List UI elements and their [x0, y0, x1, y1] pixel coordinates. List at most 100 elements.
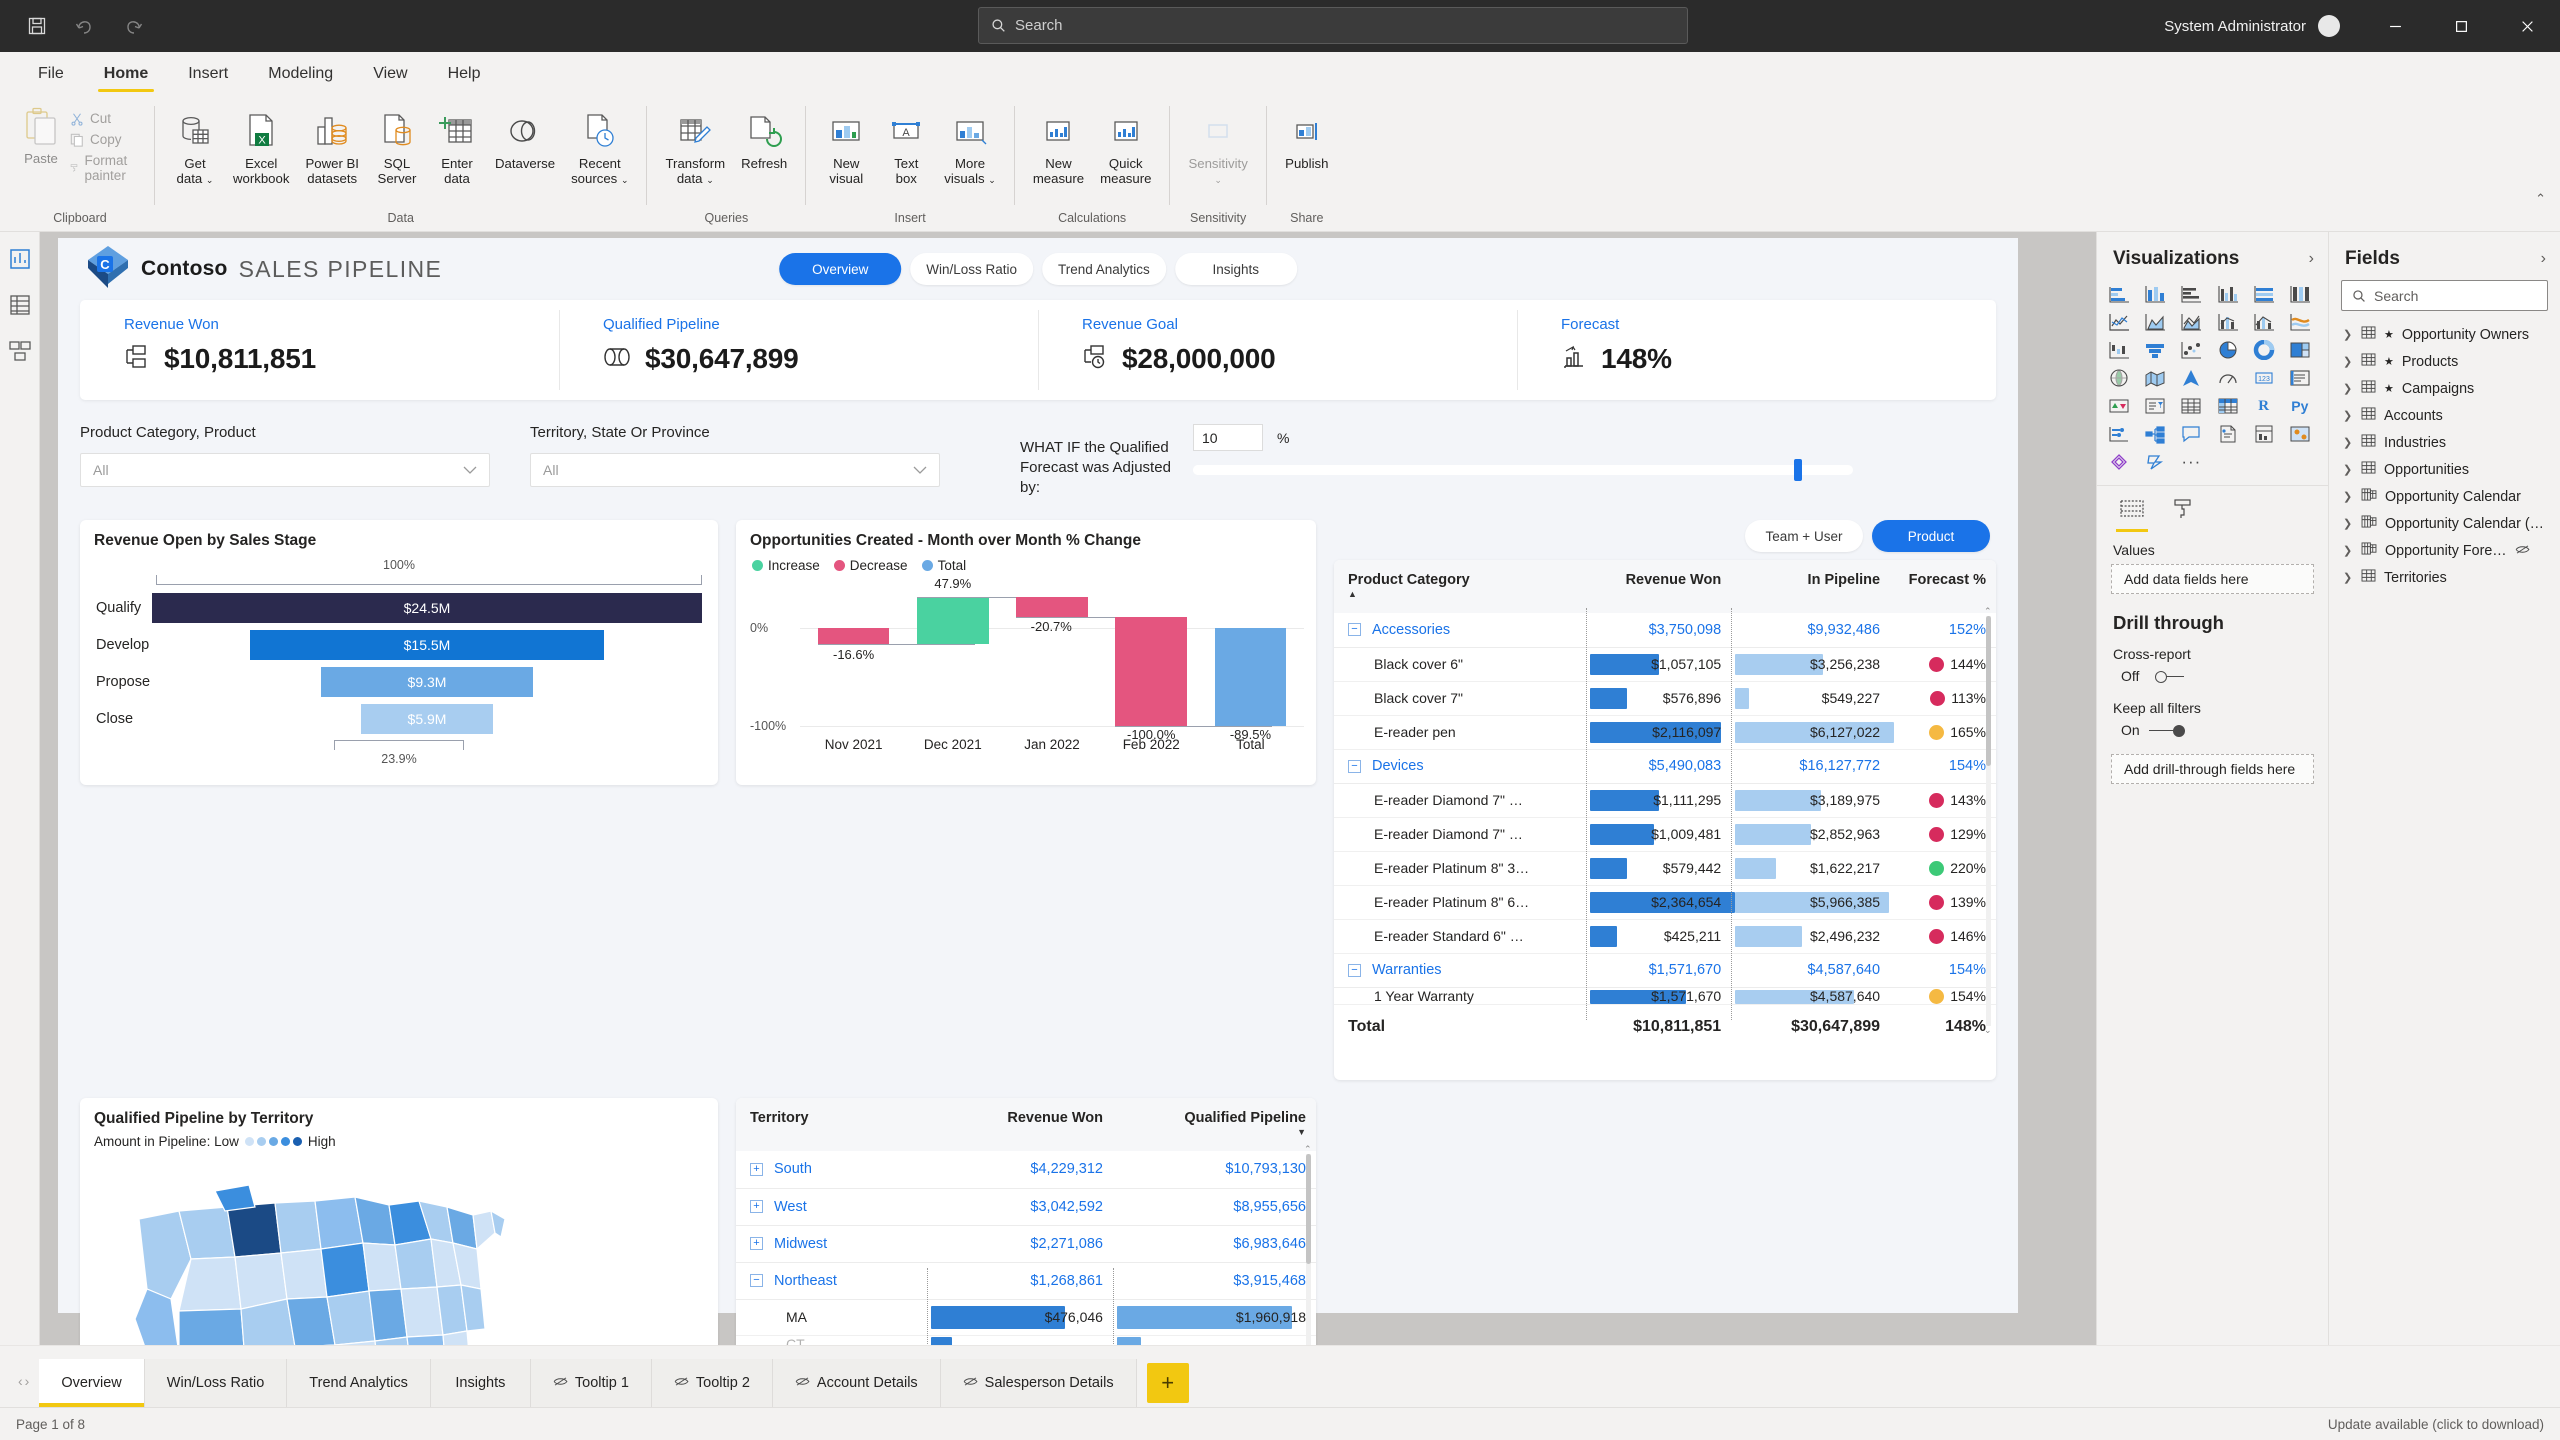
table-row[interactable]: 1 Year Warranty $1,571,670 $4,587,640 15…	[1334, 987, 1996, 1006]
field-table-territories[interactable]: ❯ Territories	[2329, 564, 2560, 591]
table-row[interactable]: + Midwest $2,271,086 $6,983,646	[736, 1225, 1316, 1263]
dataverse-button[interactable]: Dataverse	[487, 104, 563, 176]
100-stacked-bar-chart-icon[interactable]	[2251, 282, 2277, 306]
nav-pill-insights[interactable]: Insights	[1174, 253, 1297, 285]
table-row[interactable]: CT	[736, 1335, 1316, 1345]
field-table-opportunities[interactable]: ❯ Opportunities	[2329, 456, 2560, 483]
ribbon-tab-help[interactable]: Help	[447, 65, 481, 82]
stacked-bar-chart-icon[interactable]	[2106, 282, 2132, 306]
kpi-revenue-won[interactable]: Revenue Won $10,811,851	[80, 300, 559, 400]
model-view-icon[interactable]	[7, 338, 33, 364]
slider-thumb[interactable]	[1793, 459, 1802, 481]
field-table-campaigns[interactable]: ❯ ★ Campaigns	[2329, 375, 2560, 402]
collapse-ribbon-button[interactable]: ⌃	[2535, 191, 2546, 206]
search-box[interactable]: Search	[978, 7, 1688, 44]
line-clustered-column-chart-icon[interactable]	[2251, 310, 2277, 334]
refresh-button[interactable]: Refresh	[733, 104, 795, 176]
donut-chart-icon[interactable]	[2251, 338, 2277, 362]
excel-workbook-button[interactable]: X Excel workbook	[225, 104, 297, 190]
data-view-icon[interactable]	[7, 292, 33, 318]
scroll-up-icon[interactable]: ⌃	[1984, 606, 1992, 616]
table-icon[interactable]	[2178, 394, 2204, 418]
page-tab-trend-analytics[interactable]: Trend Analytics	[287, 1359, 431, 1407]
decomposition-tree-icon[interactable]	[2142, 422, 2168, 446]
matrix-scrollbar[interactable]: ⌃ ⌄	[1983, 606, 1994, 1036]
kpi-revenue-goal[interactable]: Revenue Goal $28,000,000	[1038, 300, 1517, 400]
table-row[interactable]: E-reader Diamond 7" … $1,111,295 $3,189,…	[1334, 783, 1996, 818]
ribbon-tab-file[interactable]: File	[38, 65, 64, 82]
stacked-area-chart-icon[interactable]	[2178, 310, 2204, 334]
slicer-dropdown[interactable]: All	[530, 453, 940, 487]
table-row[interactable]: + West $3,042,592 $8,955,656	[736, 1188, 1316, 1226]
field-table-products[interactable]: ❯ ★ Products	[2329, 348, 2560, 375]
col-header-revenue-won[interactable]: Revenue Won	[927, 1098, 1113, 1151]
chevron-right-icon[interactable]: ❯	[2343, 545, 2353, 557]
page-tab-winloss-ratio[interactable]: Win/Loss Ratio	[144, 1359, 288, 1407]
expand-pane-icon[interactable]: ›	[2308, 250, 2314, 267]
usa-choropleth-map[interactable]	[99, 1149, 699, 1345]
more-options-icon[interactable]: ···	[2181, 452, 2202, 471]
expand-icon[interactable]: +	[750, 1200, 763, 1214]
key-influencers-icon[interactable]	[2106, 422, 2132, 446]
quick-measure-button[interactable]: Quick measure	[1092, 104, 1159, 190]
kpi-qualified-pipeline[interactable]: Qualified Pipeline $30,647,899	[559, 300, 1038, 400]
treemap-icon[interactable]	[2287, 338, 2313, 362]
map-icon[interactable]	[2106, 366, 2132, 390]
close-button[interactable]	[2494, 0, 2560, 52]
maximize-button[interactable]	[2428, 0, 2494, 52]
transform-data-button[interactable]: Transform data ⌄	[657, 104, 733, 191]
card-icon[interactable]: 123	[2251, 366, 2277, 390]
toggle-product[interactable]: Product	[1872, 520, 1990, 552]
table-row[interactable]: − Devices $5,490,083 $16,127,772 154%	[1334, 749, 1996, 784]
table-row[interactable]: E-reader pen $2,116,097 $6,127,022 165%	[1334, 715, 1996, 750]
get-data-button[interactable]: Get data ⌄	[165, 104, 225, 191]
new-visual-button[interactable]: New visual	[816, 104, 876, 190]
collapse-icon[interactable]: −	[1348, 759, 1361, 773]
area-chart-icon[interactable]	[2142, 310, 2168, 334]
page-tab-account-details[interactable]: Account Details	[772, 1359, 941, 1407]
table-row[interactable]: − Accessories $3,750,098 $9,932,486 152%	[1334, 613, 1996, 648]
r-script-visual-icon[interactable]: R	[2258, 397, 2270, 414]
100-stacked-column-chart-icon[interactable]	[2287, 282, 2313, 306]
sensitivity-button[interactable]: Sensitivity ⌄	[1180, 104, 1255, 191]
chevron-right-icon[interactable]: ❯	[2343, 410, 2353, 422]
page-tab-tooltip-2[interactable]: Tooltip 2	[651, 1359, 773, 1407]
table-row[interactable]: E-reader Standard 6" … $425,211 $2,496,2…	[1334, 919, 1996, 954]
visual-territory-table[interactable]: Territory Revenue Won Qualified Pipeline…	[736, 1098, 1316, 1345]
clustered-bar-chart-icon[interactable]	[2178, 282, 2204, 306]
line-stacked-column-chart-icon[interactable]	[2215, 310, 2241, 334]
chevron-right-icon[interactable]: ❯	[2343, 437, 2353, 449]
expand-icon[interactable]: +	[750, 1162, 763, 1176]
whatif-input[interactable]: 10	[1193, 424, 1263, 451]
col-header-qualified-pipeline[interactable]: Qualified Pipeline ▼	[1112, 1098, 1316, 1151]
table-row[interactable]: + South $4,229,312 $10,793,130	[736, 1151, 1316, 1189]
arcgis-maps-icon[interactable]	[2287, 422, 2313, 446]
collapse-icon[interactable]: −	[1348, 623, 1361, 637]
waterfall-column[interactable]: -89.5%	[1201, 577, 1300, 742]
col-header-revenue-won[interactable]: Revenue Won	[1585, 560, 1732, 613]
table-row[interactable]: E-reader Platinum 8" 6… $2,364,654 $5,96…	[1334, 885, 1996, 920]
legend-increase[interactable]: Increase	[752, 558, 820, 573]
col-header-forecast-pct[interactable]: Forecast %	[1890, 560, 1996, 613]
table-row[interactable]: − Northeast $1,268,861 $3,915,468	[736, 1262, 1316, 1300]
chevron-right-icon[interactable]: ❯	[2343, 329, 2353, 341]
update-available-link[interactable]: Update available (click to download)	[2327, 1417, 2544, 1432]
field-table-opportunity-forecast[interactable]: ❯ Opportunity Fore…	[2329, 537, 2560, 564]
text-box-button[interactable]: A Text box	[876, 104, 936, 190]
visual-territory-map[interactable]: Qualified Pipeline by Territory Amount i…	[80, 1098, 718, 1345]
funnel-row[interactable]: Propose $9.3M	[96, 665, 702, 698]
page-tab-insights[interactable]: Insights	[430, 1359, 531, 1407]
minimize-button[interactable]	[2362, 0, 2428, 52]
funnel-chart-icon[interactable]	[2142, 338, 2168, 362]
page-tab-tooltip-1[interactable]: Tooltip 1	[530, 1359, 652, 1407]
visual-waterfall-chart[interactable]: Opportunities Created - Month over Month…	[736, 520, 1316, 785]
recent-sources-button[interactable]: Recent sources ⌄	[563, 104, 636, 191]
add-page-button[interactable]: +	[1146, 1363, 1189, 1403]
fields-tab-icon[interactable]	[2116, 498, 2148, 532]
chevron-right-icon[interactable]: ❯	[2343, 356, 2353, 368]
format-painter-button[interactable]: Format painter	[64, 150, 144, 186]
clustered-column-chart-icon[interactable]	[2215, 282, 2241, 306]
sql-server-button[interactable]: SQL Server	[367, 104, 427, 190]
fields-search-input[interactable]: Search	[2341, 280, 2548, 311]
funnel-row[interactable]: Close $5.9M	[96, 702, 702, 735]
